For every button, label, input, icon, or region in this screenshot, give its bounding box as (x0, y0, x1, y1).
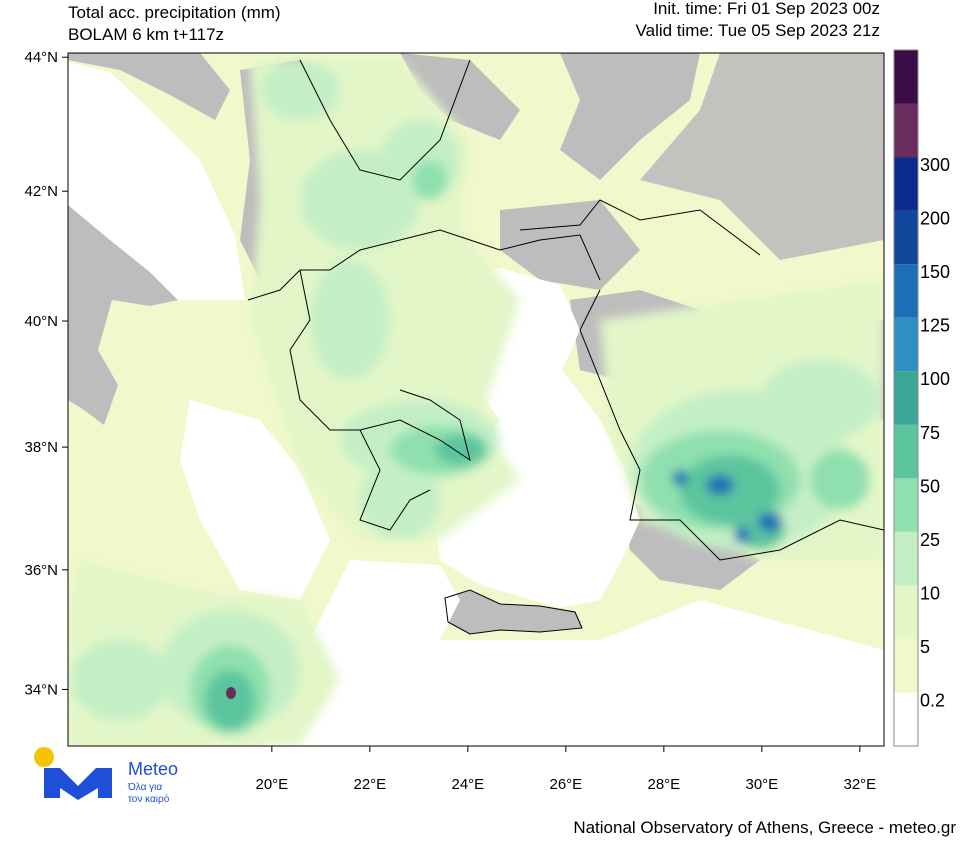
colorbar-label: 25 (920, 530, 940, 550)
colorbar-cell (894, 478, 918, 532)
x-tick-label: 26°E (549, 776, 582, 793)
y-tick-label: 42°N (24, 183, 58, 200)
y-tick-label: 38°N (24, 439, 58, 456)
colorbar-cell (894, 103, 918, 158)
colorbar-label: 5 (920, 637, 930, 657)
precipitation-max (226, 687, 236, 699)
colorbar-label: 125 (920, 316, 950, 336)
title: Total acc. precipitation (mm) (68, 3, 281, 22)
ticks: 20°E 22°E 24°E 26°E 28°E 30°E 32°E 34°N 36°N 38°N… (24, 49, 876, 793)
colorbar-cell (894, 692, 918, 746)
x-tick-label: 30°E (745, 776, 778, 793)
colorbar-cell (894, 157, 918, 211)
colorbar-cell (894, 50, 918, 104)
x-tick-label: 32°E (843, 776, 876, 793)
logo-tagline: Όλα για (127, 782, 162, 793)
y-tick-label: 34°N (24, 681, 58, 698)
y-tick-label: 44°N (24, 49, 58, 66)
colorbar-cell (894, 424, 918, 479)
colorbar-cell (894, 531, 918, 586)
y-tick-label: 40°N (24, 313, 58, 330)
logo: Meteo Όλα για τον καιρό (34, 747, 178, 805)
colorbar-cell (894, 317, 918, 372)
colorbar: 0.2 5 10 25 50 75 100 125 150 200 300 (893, 49, 950, 747)
map-frame (67, 52, 885, 747)
y-tick-label: 36°N (24, 562, 58, 579)
colorbar-label: 150 (920, 262, 950, 282)
x-tick-label: 20°E (255, 776, 288, 793)
logo-sun (34, 747, 54, 767)
colorbar-cell (894, 585, 918, 639)
footer: National Observatory of Athens, Greece -… (573, 818, 956, 837)
init-time: Init. time: Fri 01 Sep 2023 00z (653, 0, 880, 18)
colorbar-label: 10 (920, 583, 940, 603)
logo-tagline: τον καιρό (128, 793, 170, 805)
logo-name: Meteo (128, 759, 178, 779)
x-tick-label: 22°E (353, 776, 386, 793)
colorbar-label: 50 (920, 476, 940, 496)
x-tick-label: 24°E (451, 776, 484, 793)
map (68, 53, 884, 746)
model: BOLAM 6 km t+117z (68, 25, 224, 44)
valid-time: Valid time: Tue 05 Sep 2023 21z (636, 21, 880, 40)
colorbar-cell (894, 371, 918, 425)
colorbar-label: 0.2 (920, 690, 945, 710)
colorbar-cell (894, 210, 918, 265)
logo-mark (44, 768, 112, 800)
colorbar-cell (894, 264, 918, 318)
borders (247, 59, 884, 635)
colorbar-label: 100 (920, 369, 950, 389)
colorbar-cell (894, 638, 918, 693)
colorbar-frame (893, 49, 919, 747)
dry-sea (68, 62, 884, 746)
x-tick-label: 28°E (647, 776, 680, 793)
colorbar-label: 75 (920, 423, 940, 443)
precipitation (68, 60, 884, 746)
colorbar-label: 200 (920, 209, 950, 229)
colorbar-label: 300 (920, 155, 950, 175)
